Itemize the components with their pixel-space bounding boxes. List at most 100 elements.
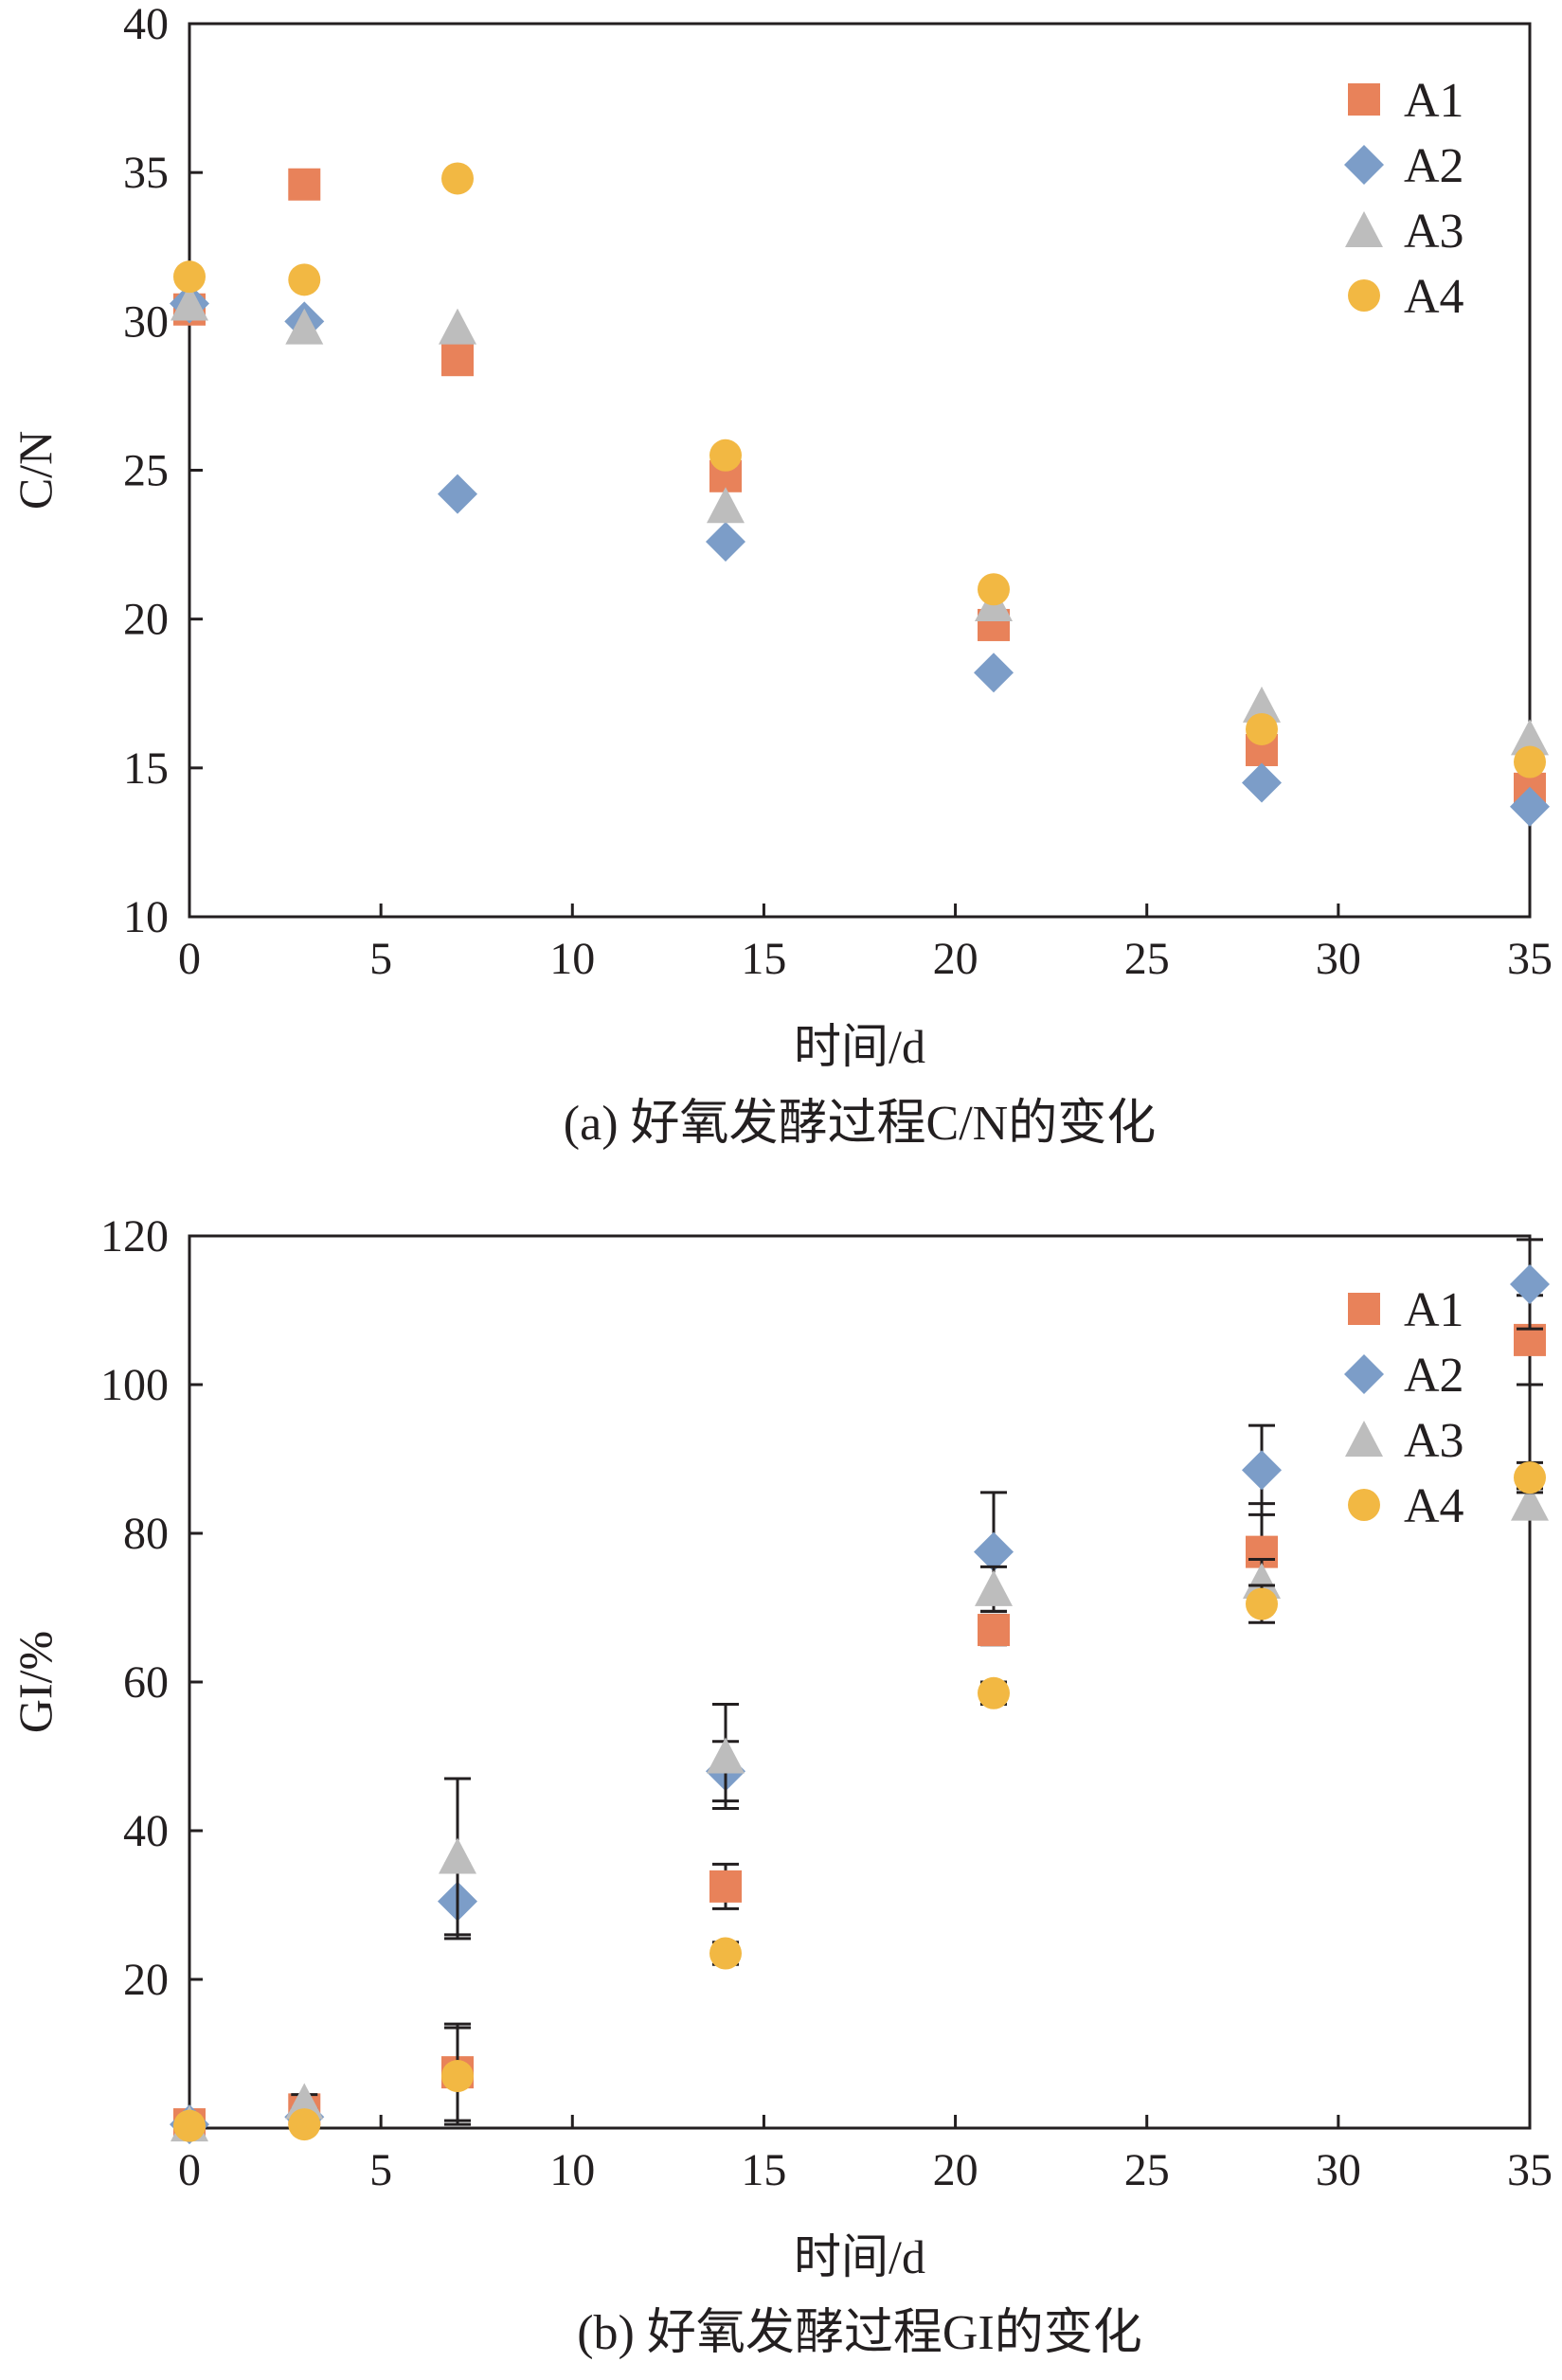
legend-label: A3 xyxy=(1404,205,1464,259)
panel-caption: (b) 好氧发酵过程GI的变化 xyxy=(577,2306,1142,2360)
data-point-a2 xyxy=(1510,1264,1550,1305)
data-point-a3 xyxy=(707,487,745,524)
legend-marker-a2 xyxy=(1344,1354,1384,1394)
data-point-a4 xyxy=(709,438,742,472)
y-tick-label: 35 xyxy=(123,148,169,198)
series-a2 xyxy=(170,283,1550,827)
y-tick-label: 20 xyxy=(123,595,169,645)
plot-frame xyxy=(188,22,1532,919)
x-tick-label: 20 xyxy=(933,934,978,984)
legend-label: A1 xyxy=(1404,74,1464,128)
data-point-a4 xyxy=(1246,712,1278,745)
legend-marker-a1 xyxy=(1348,83,1380,116)
series-a1 xyxy=(173,1294,1546,2141)
x-tick-label: 20 xyxy=(933,2145,978,2195)
data-point-a4 xyxy=(1246,1587,1278,1620)
y-tick-label: 80 xyxy=(123,1509,169,1559)
data-point-a3 xyxy=(171,284,208,321)
series-a3 xyxy=(171,1484,1549,2142)
panel-caption: (a) 好氧发酵过程C/N的变化 xyxy=(564,1097,1156,1151)
data-point-a3 xyxy=(285,2083,324,2120)
y-tick-label: 60 xyxy=(123,1657,169,1708)
series-a1 xyxy=(173,168,1546,805)
legend-label: A2 xyxy=(1404,139,1464,193)
data-point-a2 xyxy=(1510,786,1550,827)
data-point-a3 xyxy=(707,1737,745,1774)
data-point-a2 xyxy=(438,474,477,514)
legend-label: A4 xyxy=(1404,1479,1464,1533)
data-point-a2 xyxy=(1242,762,1282,803)
series-a3 xyxy=(171,284,1549,756)
x-tick-label: 35 xyxy=(1507,2145,1553,2195)
x-axis-label: 时间/d xyxy=(794,1020,925,1073)
data-point-a2 xyxy=(706,521,745,562)
legend-marker-a3 xyxy=(1345,1421,1383,1457)
legend-label: A3 xyxy=(1404,1414,1464,1468)
data-point-a2 xyxy=(1242,1450,1282,1491)
legend-marker-a2 xyxy=(1344,145,1384,185)
legend-marker-a4 xyxy=(1348,279,1380,312)
data-point-a4 xyxy=(288,2108,321,2141)
y-tick-label: 25 xyxy=(123,446,169,496)
data-point-a4 xyxy=(288,263,321,296)
y-tick-label: 40 xyxy=(123,0,169,49)
x-tick-label: 25 xyxy=(1124,934,1170,984)
x-tick-label: 10 xyxy=(549,2145,595,2195)
legend-marker-a3 xyxy=(1345,211,1383,247)
x-axis-label: 时间/d xyxy=(794,2230,925,2283)
x-tick-label: 5 xyxy=(369,2145,392,2195)
legend: A1 A2 A3 A4 xyxy=(1344,1283,1464,1533)
chart-panel-b: 0 5 10 15 20 25 30 35 20 40 60 80 100 120 时间/d GI/% (b) … xyxy=(9,1211,1553,2360)
data-point-a1 xyxy=(441,344,474,377)
y-tick-label: 20 xyxy=(123,1955,169,2005)
legend-marker-a1 xyxy=(1348,1293,1380,1325)
data-point-a4 xyxy=(1514,745,1546,778)
x-tick-label: 10 xyxy=(549,934,595,984)
data-point-a2 xyxy=(974,1531,1014,1572)
data-point-a1 xyxy=(288,168,321,201)
chart-panel-a: 0 5 10 15 20 25 30 35 10 15 20 25 30 35 40 时间/d C/N (a) 好… xyxy=(9,0,1553,1151)
legend-label: A1 xyxy=(1404,1283,1464,1337)
data-point-a3 xyxy=(1511,719,1549,756)
plot-frame xyxy=(188,1234,1532,2130)
y-tick-label: 30 xyxy=(123,296,169,347)
x-tick-label: 35 xyxy=(1507,934,1553,984)
x-tick-label: 30 xyxy=(1316,2145,1361,2195)
y-axis-label: C/N xyxy=(9,431,62,510)
data-point-a1 xyxy=(978,1614,1010,1647)
y-tick-label: 120 xyxy=(100,1211,169,1262)
data-point-a4 xyxy=(173,2109,206,2142)
legend-marker-a4 xyxy=(1348,1489,1380,1521)
x-tick-label: 5 xyxy=(369,934,392,984)
data-point-a3 xyxy=(285,308,324,345)
data-point-a4 xyxy=(1514,1461,1546,1494)
y-axis-label: GI/% xyxy=(9,1631,62,1733)
legend-label: A4 xyxy=(1404,270,1464,324)
data-point-a3 xyxy=(1511,1484,1549,1521)
x-tick-label: 0 xyxy=(178,2145,201,2195)
data-point-a4 xyxy=(709,1937,742,1970)
data-point-a4 xyxy=(441,162,474,195)
y-tick-label: 15 xyxy=(123,743,169,794)
data-point-a4 xyxy=(978,1676,1010,1709)
x-tick-label: 30 xyxy=(1316,934,1361,984)
y-tick-label: 10 xyxy=(123,892,169,942)
data-point-a4 xyxy=(441,2060,474,2093)
series-a4 xyxy=(173,162,1546,778)
data-point-a2 xyxy=(974,653,1014,693)
data-point-a3 xyxy=(975,1569,1013,1606)
legend: A1 A2 A3 A4 xyxy=(1344,74,1464,324)
data-point-a1 xyxy=(709,1870,742,1903)
y-tick-label: 100 xyxy=(100,1360,169,1410)
data-point-a3 xyxy=(439,308,476,345)
data-point-a3 xyxy=(1243,1563,1281,1600)
data-point-a4 xyxy=(173,260,206,294)
series-a4 xyxy=(173,1460,1546,2142)
data-point-a4 xyxy=(978,573,1010,606)
series-a2 xyxy=(170,1238,1550,2145)
data-point-a3 xyxy=(439,1837,476,1874)
x-tick-label: 0 xyxy=(178,934,201,984)
x-tick-label: 25 xyxy=(1124,2145,1170,2195)
y-tick-label: 40 xyxy=(123,1806,169,1856)
